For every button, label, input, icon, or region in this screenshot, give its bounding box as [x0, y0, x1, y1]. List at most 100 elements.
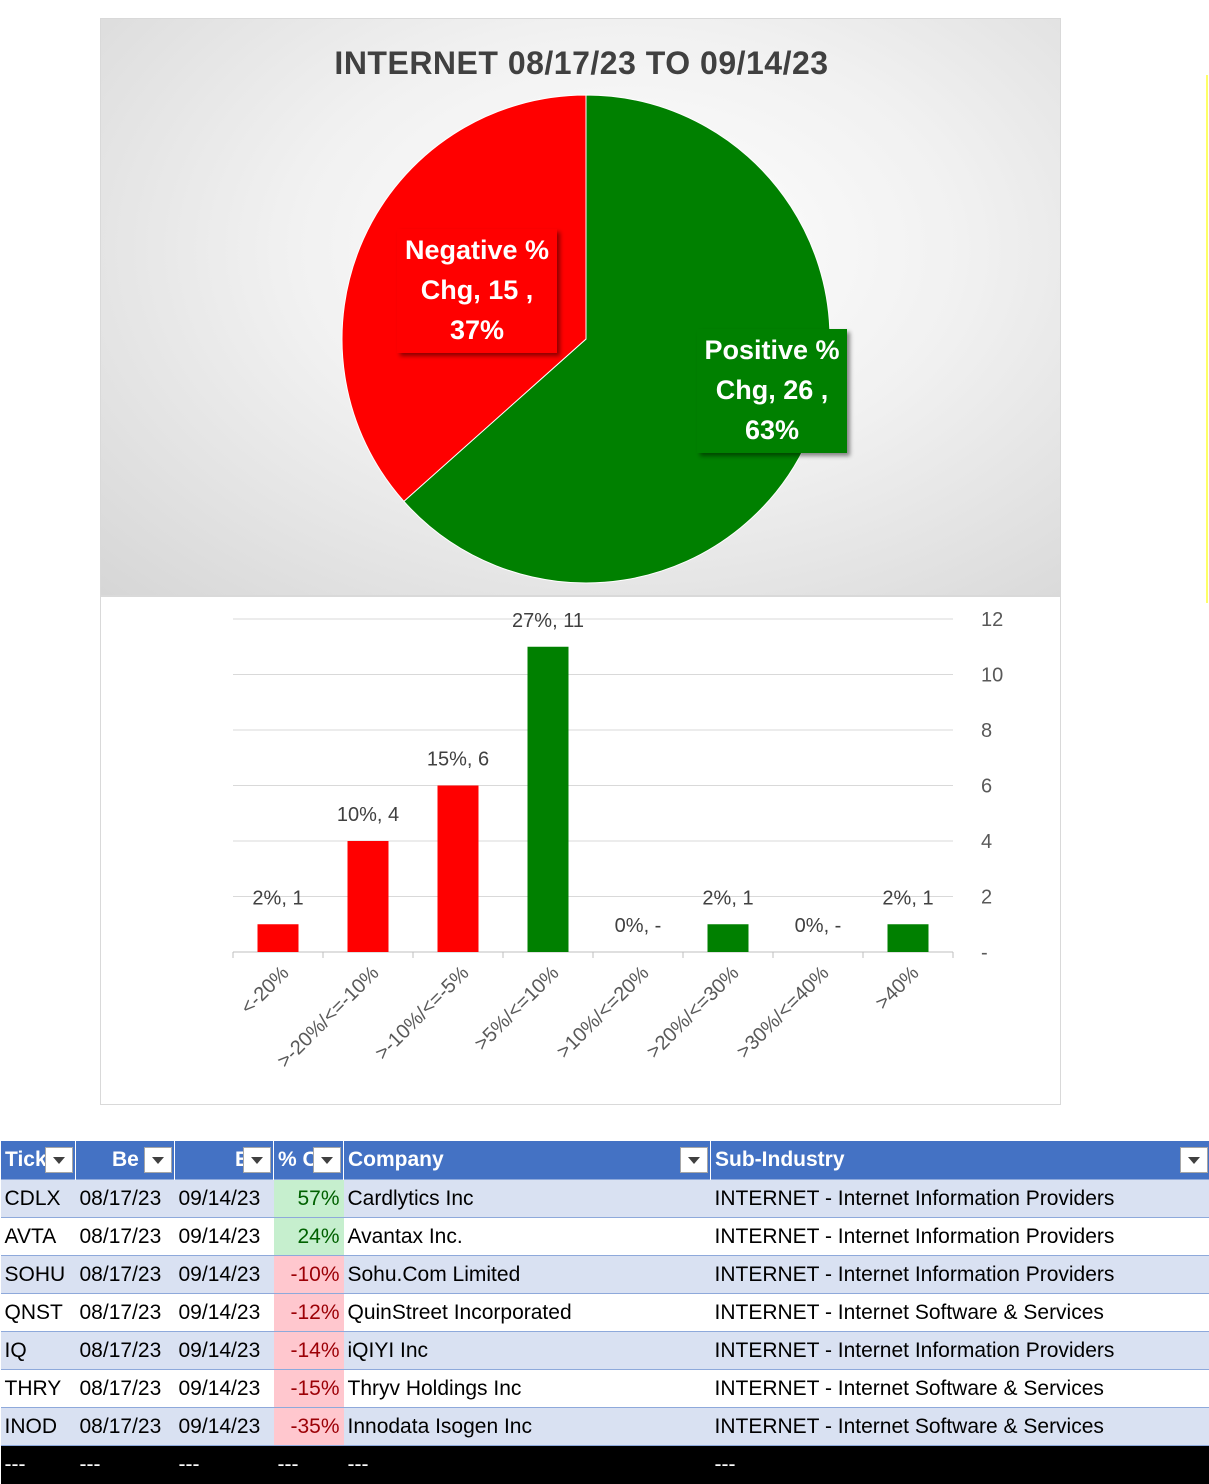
cell-pct-change[interactable]: 57%: [274, 1180, 344, 1218]
bar-data-label: 2%, 1: [702, 887, 753, 909]
x-category-label: >30%/<=40%: [733, 962, 834, 1063]
cell-end-date[interactable]: 09/14/23: [175, 1294, 274, 1332]
cell-end-date[interactable]: 09/14/23: [175, 1332, 274, 1370]
pie-data-label: Negative %Chg, 15 ,37%: [397, 229, 557, 353]
filter-dropdown-icon[interactable]: [1180, 1147, 1208, 1173]
cell-sub-industry[interactable]: INTERNET - Internet Software & Services: [711, 1370, 1209, 1408]
cell-pct-change[interactable]: -35%: [274, 1408, 344, 1446]
cell-end-date[interactable]: 09/14/23: [175, 1408, 274, 1446]
x-category-label: >20%/<=30%: [643, 962, 744, 1063]
pie-chart-panel: INTERNET 08/17/23 TO 09/14/23 Positive %…: [100, 18, 1061, 596]
bar: [708, 924, 749, 952]
x-category-label: >10%/<=20%: [553, 962, 654, 1063]
header-sub-industry-label: Sub-Industry: [715, 1148, 845, 1172]
header-ticker: Tick: [1, 1141, 76, 1180]
cell-begin-date[interactable]: 08/17/23: [76, 1256, 175, 1294]
cell-end-date[interactable]: 09/14/23: [175, 1370, 274, 1408]
pie-data-label: Positive % Chg, 26 , 63%: [697, 329, 847, 453]
footer-cell: ---: [76, 1446, 175, 1484]
y-tick-label: -: [981, 942, 988, 964]
cell-ticker[interactable]: CDLX: [1, 1180, 76, 1218]
filter-dropdown-icon[interactable]: [680, 1147, 708, 1173]
filter-dropdown-icon[interactable]: [243, 1147, 271, 1173]
cell-begin-date[interactable]: 08/17/23: [76, 1408, 175, 1446]
cell-begin-date[interactable]: 08/17/23: [76, 1180, 175, 1218]
cell-company[interactable]: Thryv Holdings Inc: [344, 1370, 711, 1408]
cell-pct-change[interactable]: -14%: [274, 1332, 344, 1370]
header-begin-label: Be: [112, 1148, 139, 1172]
cell-begin-date[interactable]: 08/17/23: [76, 1332, 175, 1370]
y-tick-label: 4: [981, 831, 992, 853]
cell-end-date[interactable]: 09/14/23: [175, 1256, 274, 1294]
cell-pct-change[interactable]: -15%: [274, 1370, 344, 1408]
cell-pct-change[interactable]: -10%: [274, 1256, 344, 1294]
cell-company[interactable]: QuinStreet Incorporated: [344, 1294, 711, 1332]
cell-company[interactable]: Sohu.Com Limited: [344, 1256, 711, 1294]
cell-company[interactable]: iQIYI Inc: [344, 1332, 711, 1370]
header-ticker-label: Tick: [5, 1148, 47, 1172]
x-category-label: >40%: [871, 962, 923, 1014]
pie-data-label-line: Positive %: [704, 335, 839, 365]
pie-data-label-line: Chg, 26 ,: [716, 375, 829, 405]
y-tick-label: 8: [981, 720, 992, 742]
cell-pct-change[interactable]: -12%: [274, 1294, 344, 1332]
cell-company[interactable]: Innodata Isogen Inc: [344, 1408, 711, 1446]
cell-sub-industry[interactable]: INTERNET - Internet Information Provider…: [711, 1218, 1209, 1256]
cell-ticker[interactable]: QNST: [1, 1294, 76, 1332]
filter-dropdown-icon[interactable]: [144, 1147, 172, 1173]
filter-dropdown-icon[interactable]: [313, 1147, 341, 1173]
cell-sub-industry[interactable]: INTERNET - Internet Information Provider…: [711, 1180, 1209, 1218]
bar-data-label: 0%, -: [615, 915, 662, 937]
y-tick-label: 10: [981, 665, 1003, 687]
pie-data-label-line: 63%: [745, 415, 799, 445]
y-tick-label: 6: [981, 776, 992, 798]
cell-sub-industry[interactable]: INTERNET - Internet Information Provider…: [711, 1332, 1209, 1370]
header-pct-change: % C: [274, 1141, 344, 1180]
bar: [528, 647, 569, 952]
cell-pct-change[interactable]: 24%: [274, 1218, 344, 1256]
table-header-row: Tick Be E % C Company Sub-Industry: [1, 1141, 1209, 1180]
cell-begin-date[interactable]: 08/17/23: [76, 1294, 175, 1332]
x-category-label: <-20%: [237, 962, 294, 1019]
header-company: Company: [344, 1141, 711, 1180]
y-tick-label: 2: [981, 887, 992, 909]
bar: [888, 924, 929, 952]
cell-ticker[interactable]: SOHU: [1, 1256, 76, 1294]
x-category-label: >5%/<=10%: [471, 962, 564, 1055]
cell-end-date[interactable]: 09/14/23: [175, 1180, 274, 1218]
cell-company[interactable]: Cardlytics Inc: [344, 1180, 711, 1218]
header-sub-industry: Sub-Industry: [711, 1141, 1209, 1180]
cell-sub-industry[interactable]: INTERNET - Internet Software & Services: [711, 1408, 1209, 1446]
cell-begin-date[interactable]: 08/17/23: [76, 1218, 175, 1256]
cell-sub-industry[interactable]: INTERNET - Internet Information Provider…: [711, 1256, 1209, 1294]
pie-data-label-line: Chg, 15 ,: [421, 275, 534, 305]
table-footer-row: ------------------: [1, 1446, 1209, 1484]
pie-data-label-line: 37%: [450, 315, 504, 345]
cell-company[interactable]: Avantax Inc.: [344, 1218, 711, 1256]
yellow-border-line: [1206, 75, 1208, 603]
footer-cell: ---: [344, 1446, 711, 1484]
x-category-label: >-10%/<=-5%: [371, 962, 474, 1065]
footer-cell: ---: [711, 1446, 1209, 1484]
filter-dropdown-icon[interactable]: [45, 1147, 73, 1173]
cell-end-date[interactable]: 09/14/23: [175, 1218, 274, 1256]
cell-ticker[interactable]: AVTA: [1, 1218, 76, 1256]
cell-ticker[interactable]: IQ: [1, 1332, 76, 1370]
header-end: E: [175, 1141, 274, 1180]
cell-begin-date[interactable]: 08/17/23: [76, 1370, 175, 1408]
cell-ticker[interactable]: INOD: [1, 1408, 76, 1446]
bar-data-label: 2%, 1: [882, 887, 933, 909]
cell-sub-industry[interactable]: INTERNET - Internet Software & Services: [711, 1294, 1209, 1332]
footer-cell: ---: [175, 1446, 274, 1484]
cell-ticker[interactable]: THRY: [1, 1370, 76, 1408]
